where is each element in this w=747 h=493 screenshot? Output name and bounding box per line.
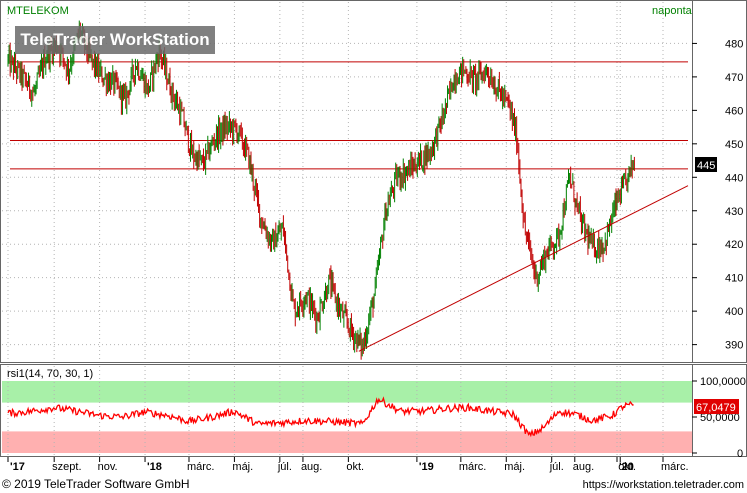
rsi-y-ticks: 0 50,0000 100,0000: [692, 376, 746, 460]
x-tick-label: okt.: [346, 461, 364, 473]
y-tick-label: 390: [725, 340, 743, 352]
frequency-label: naponta: [652, 5, 693, 17]
y-tick-label: 440: [725, 172, 743, 184]
y-tick-label: 450: [725, 139, 743, 151]
x-tick-label: márc.: [661, 461, 689, 473]
price-y-ticks: 390 400 410 420 430 440 450 460 470 480: [692, 38, 743, 352]
trendline-group: [358, 185, 689, 352]
x-tick-label: szept.: [52, 461, 81, 473]
x-tick-label: aug.: [573, 461, 594, 473]
last-price-badge-bg: [695, 157, 717, 172]
x-tick-label: '19: [419, 461, 434, 473]
rsi-last-badge: 67,0479: [696, 402, 736, 414]
x-tick-label: '18: [147, 461, 162, 473]
x-tick-label: máj.: [504, 461, 525, 473]
y-tick-label: 410: [725, 273, 743, 285]
rsi-y-tick-label: 0: [737, 448, 743, 460]
source-url[interactable]: https://workstation.teletrader.com: [583, 479, 744, 491]
rsi-y-tick-label: 100,0000: [700, 376, 746, 388]
horizontal-levels: [10, 61, 688, 170]
x-tick-label: '20: [619, 461, 634, 473]
rsi-overbought-zone: [2, 381, 692, 403]
x-tick-label: márc.: [459, 461, 487, 473]
y-tick-label: 480: [725, 38, 743, 50]
y-tick-label: 430: [725, 206, 743, 218]
rsi-y-tick-label: 50,0000: [700, 412, 740, 424]
x-tick-label: okt.: [618, 461, 636, 473]
x-tick-label: nov.: [98, 461, 118, 473]
support-trendline: [358, 185, 689, 352]
x-axis-ticks: '17 szept. nov. '18 márc. máj. júl. aug. okt. '19…: [7, 457, 689, 473]
rsi-line-group: [7, 396, 634, 438]
y-tick-label: 400: [725, 306, 743, 318]
rsi-title: rsi1(14, 70, 30, 1): [7, 368, 93, 380]
x-tick-label: júl.: [277, 461, 292, 473]
watermark: TeleTrader WorkStation: [15, 26, 215, 54]
y-tick-label: 420: [725, 239, 743, 251]
y-tick-label: 470: [725, 72, 743, 84]
ticker-label: MTELEKOM: [7, 5, 69, 17]
copyright-text: © 2019 TeleTrader Software GmbH: [2, 477, 190, 491]
rsi-line: [7, 396, 634, 438]
rsi-oversold-zone: [2, 431, 692, 453]
x-tick-label: márc.: [187, 461, 215, 473]
y-tick-label: 460: [725, 105, 743, 117]
candlesticks: [7, 20, 635, 360]
x-tick-label: máj.: [232, 461, 253, 473]
x-tick-label: '17: [10, 461, 25, 473]
last-price-badge: 445: [697, 160, 715, 172]
x-tick-label: júl.: [549, 461, 564, 473]
x-tick-label: aug.: [301, 461, 322, 473]
rsi-last-badge-bg: [694, 399, 739, 414]
